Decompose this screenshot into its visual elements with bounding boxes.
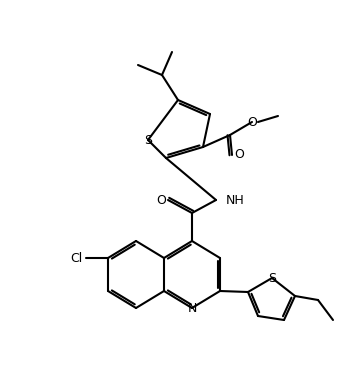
Text: O: O <box>234 149 244 161</box>
Text: Cl: Cl <box>70 251 82 265</box>
Text: O: O <box>156 194 166 206</box>
Text: O: O <box>247 116 257 128</box>
Text: S: S <box>268 272 276 284</box>
Text: S: S <box>144 134 152 146</box>
Text: N: N <box>187 302 197 314</box>
Text: NH: NH <box>226 194 245 206</box>
